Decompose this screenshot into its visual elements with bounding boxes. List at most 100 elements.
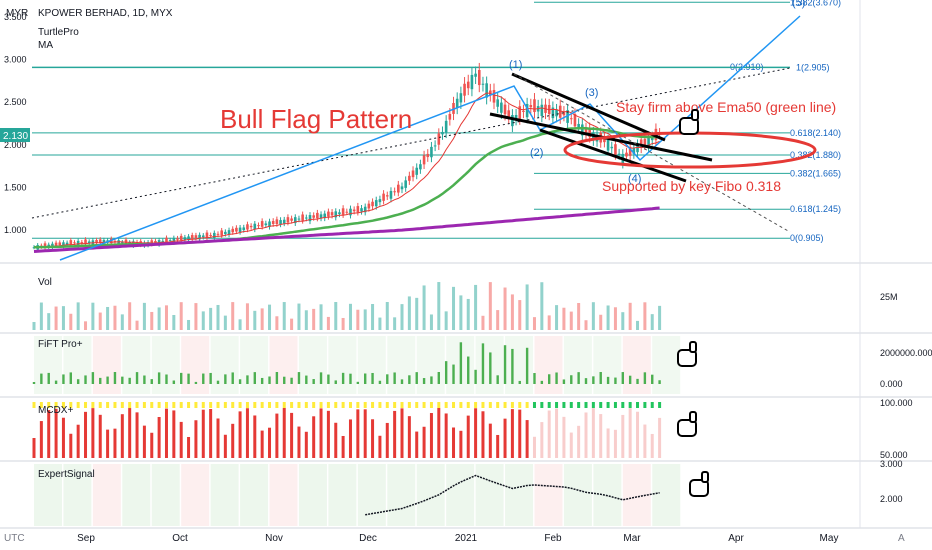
mcdx-top-bar <box>459 402 463 408</box>
hand-icon <box>677 419 697 437</box>
fift-bar <box>32 382 36 384</box>
x-tick-labels: Sep Oct Nov Dec 2021 Feb Mar Apr May <box>77 533 838 544</box>
mcdx-top-bar <box>290 402 294 408</box>
auto-scale-button[interactable]: A <box>898 533 905 544</box>
mcdx-bar <box>422 426 426 458</box>
mcdx-top-bar <box>363 402 367 408</box>
candle-body <box>474 73 477 77</box>
mcdx-scale-mid: 50.000 <box>880 450 908 460</box>
mcdx-bar <box>555 408 559 458</box>
candle-body <box>338 212 341 215</box>
mcdx-bar <box>172 410 176 458</box>
candle-body <box>117 240 120 245</box>
fift-bar <box>194 381 198 384</box>
fift-bar <box>562 379 566 384</box>
candle-body <box>419 164 422 170</box>
volume-bar <box>179 302 183 330</box>
volume-bar <box>658 305 662 330</box>
candle-body <box>489 90 492 95</box>
candle-body <box>603 137 606 143</box>
candle-body <box>385 195 389 197</box>
volume-bar <box>385 302 389 330</box>
mcdx-top-bar <box>415 402 419 408</box>
mcdx-top-bar <box>371 402 375 408</box>
candle-body <box>87 241 91 244</box>
candle-body <box>625 152 628 157</box>
candle-body <box>268 221 271 227</box>
mcdx-top-bar <box>341 402 345 408</box>
y-tick-label: 3.000 <box>4 54 27 64</box>
mcdx-bar <box>650 433 654 458</box>
candle-body <box>371 201 374 207</box>
mcdx-top-bar <box>636 402 640 408</box>
candle-body <box>242 227 246 231</box>
wave-4-label: (4) <box>628 173 641 185</box>
candle-body <box>179 235 183 241</box>
mcdx-top-bar <box>113 402 117 408</box>
fift-band <box>357 336 386 394</box>
candle-body <box>588 127 591 138</box>
x-tick-label: May <box>820 533 839 544</box>
mcdx-bar <box>268 427 272 458</box>
candle-body <box>360 208 363 212</box>
mcdx-bar <box>260 430 264 458</box>
candle-body <box>647 136 650 147</box>
volume-bar <box>326 316 330 330</box>
volume-bar <box>591 302 595 330</box>
candle-body <box>172 237 176 243</box>
candle-body <box>316 212 319 219</box>
candle-body <box>426 153 430 158</box>
expert-band <box>181 464 210 526</box>
fift-bar <box>334 380 337 384</box>
mcdx-top-bar <box>510 402 514 408</box>
candle-body <box>330 212 334 216</box>
candle-body <box>257 225 260 227</box>
candle-body <box>190 235 194 239</box>
fift-bar <box>408 375 411 384</box>
x-tick-label: Apr <box>728 533 744 544</box>
mcdx-top-bar <box>282 402 286 408</box>
timezone-label[interactable]: UTC <box>4 533 25 544</box>
candle-body <box>636 144 639 153</box>
fift-band <box>505 336 534 394</box>
indicator-ma[interactable]: MA <box>38 40 53 51</box>
candle-body <box>183 237 187 240</box>
candle-body <box>201 235 205 238</box>
candle-body <box>558 105 562 118</box>
mcdx-bar <box>385 422 389 458</box>
x-tick-label: Sep <box>77 533 95 544</box>
volume-bar <box>569 311 573 330</box>
mcdx-top-bar <box>84 402 88 408</box>
mcdx-top-bar <box>562 402 566 408</box>
wave-5-label: (5) <box>792 0 805 9</box>
fift-band <box>151 336 180 394</box>
candle-body <box>220 230 223 236</box>
candle-body <box>569 118 573 120</box>
candle-body <box>327 211 330 217</box>
fift-bar <box>180 372 183 384</box>
candle-body <box>198 234 201 240</box>
mcdx-top-bar <box>253 402 257 408</box>
fib-level-label: 1(2.905) <box>796 63 830 73</box>
fift-bar <box>312 379 315 384</box>
mcdx-bar <box>76 424 80 458</box>
volume-bar <box>120 314 124 330</box>
mcdx-top-bar <box>238 402 242 408</box>
x-tick-label: Dec <box>359 533 377 544</box>
volume-bar <box>584 320 588 330</box>
volume-bar <box>157 307 161 330</box>
fift-bar <box>548 374 551 384</box>
volume-bar <box>231 302 235 330</box>
fift-bar <box>518 380 521 384</box>
fift-bar <box>91 372 95 384</box>
mcdx-bar <box>628 408 632 458</box>
mcdx-top-bar <box>245 402 249 408</box>
candle-body <box>308 215 312 222</box>
hand-icon-thumb <box>691 109 699 121</box>
mcdx-top-bar <box>223 402 227 408</box>
indicator-turtlepro[interactable]: TurtlePro <box>38 27 79 38</box>
mcdx-bar <box>547 410 551 458</box>
candle-body <box>165 237 168 243</box>
mcdx-top-bar <box>275 402 279 408</box>
